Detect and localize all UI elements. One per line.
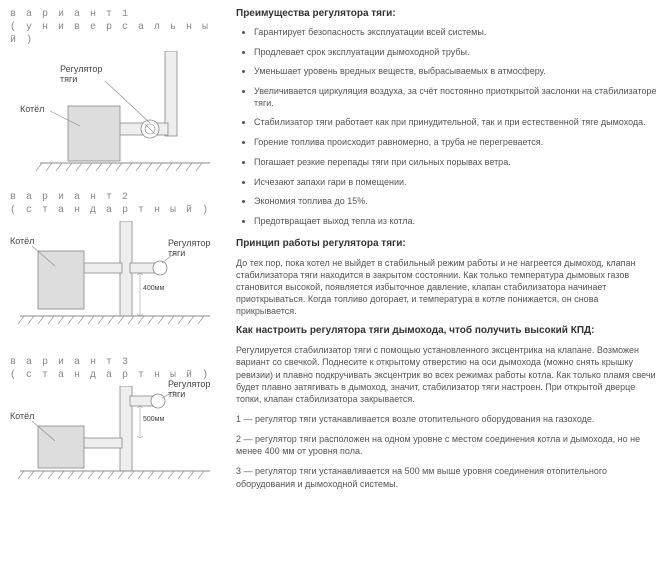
advantage-item: Уменьшает уровень вредных веществ, выбра… [254, 66, 658, 78]
note-3: 3 — регулятор тяги устанавливается на 50… [236, 465, 658, 489]
variant1-line2: ( у н и в е р с а л ь н ы й ) [10, 21, 226, 47]
diagram3-svg [10, 386, 220, 501]
variant1-title: в а р и а н т 1 ( у н и в е р с а л ь н … [10, 8, 226, 47]
diagram-variant3: Котёл Регулятор тяги 500мм [10, 386, 220, 501]
variant3-line1: в а р и а н т 3 [10, 356, 226, 369]
advantage-item: Исчезают запахи гари в помещении. [254, 177, 658, 189]
howto-paragraph: Регулируется стабилизатор тяги с помощью… [236, 344, 658, 405]
label-boiler-1: Котёл [20, 105, 44, 115]
advantage-item: Стабилизатор тяги работает как при прину… [254, 117, 658, 129]
heading-howto: Как настроить регулятора тяги дымохода, … [236, 325, 658, 336]
note-1: 1 — регулятор тяги устанавливается возле… [236, 413, 658, 425]
diagram-variant1: Регулятор тяги Котёл [10, 51, 220, 181]
diagrams-column: в а р и а н т 1 ( у н и в е р с а л ь н … [0, 0, 230, 581]
advantage-item: Экономия топлива до 15%. [254, 196, 658, 208]
advantage-item: Увеличивается циркуляция воздуха, за счё… [254, 86, 658, 109]
variant2-line2: ( с т а н д а р т н ы й ) [10, 204, 226, 217]
label-regulator-1: Регулятор тяги [60, 65, 102, 85]
label-regulator-2: Регулятор тяги [168, 239, 210, 259]
variant1-line1: в а р и а н т 1 [10, 8, 226, 21]
diagram1-svg [10, 51, 220, 181]
diagram-variant2: Котёл Регулятор тяги 400мм [10, 221, 220, 346]
principle-paragraph: До тех пор, пока котел не выйдет в стаби… [236, 257, 658, 318]
advantage-item: Горение топлива происходит равномерно, а… [254, 137, 658, 149]
heading-advantages: Преимущества регулятора тяги: [236, 8, 658, 19]
note-2: 2 — регулятор тяги расположен на одном у… [236, 433, 658, 457]
label-boiler-3: Котёл [10, 412, 34, 422]
label-dim500: 500мм [143, 416, 164, 424]
advantage-item: Предотвращает выход тепла из котла. [254, 216, 658, 228]
text-column: Преимущества регулятора тяги: Гарантируе… [230, 0, 670, 581]
variant2-line1: в а р и а н т 2 [10, 191, 226, 204]
advantage-item: Гарантирует безопасность эксплуатации вс… [254, 27, 658, 39]
advantage-item: Продлевает срок эксплуатации дымоходной … [254, 47, 658, 59]
label-boiler-2: Котёл [10, 237, 34, 247]
label-dim400: 400мм [143, 285, 164, 293]
heading-principle: Принцип работы регулятора тяги: [236, 238, 658, 249]
advantages-list: Гарантирует безопасность эксплуатации вс… [236, 27, 658, 228]
label-regulator-3: Регулятор тяги [168, 380, 210, 400]
variant2-title: в а р и а н т 2 ( с т а н д а р т н ы й … [10, 191, 226, 217]
advantage-item: Погашает резкие перепады тяги при сильны… [254, 157, 658, 169]
